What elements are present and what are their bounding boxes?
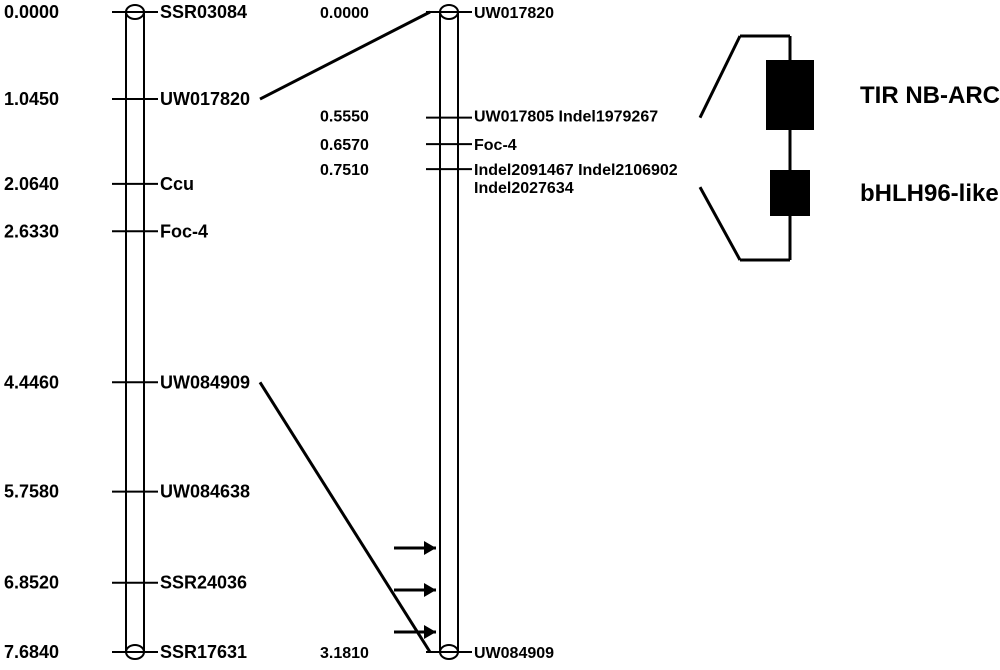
left-pos: 4.4460 <box>4 372 59 392</box>
right-marker: Indel2027634 <box>474 180 574 197</box>
right-marker: Indel2091467 Indel2106902 <box>474 162 678 179</box>
right-pos: 0.6570 <box>320 137 369 154</box>
panel-connector <box>700 187 740 260</box>
left-marker: UW084638 <box>160 482 250 502</box>
left-marker: Ccu <box>160 174 194 194</box>
left-marker: Foc-4 <box>160 221 208 241</box>
left-pos: 2.6330 <box>4 221 59 241</box>
left-marker: UW084909 <box>160 372 250 392</box>
left-pos: 5.7580 <box>4 482 59 502</box>
arrow-head-icon <box>424 625 436 639</box>
right-pos: 3.1810 <box>320 645 369 662</box>
gene-box <box>770 170 810 216</box>
map-connector <box>260 382 430 652</box>
left-pos: 6.8520 <box>4 573 59 593</box>
right-chromosome <box>440 12 458 652</box>
left-marker: UW017820 <box>160 89 250 109</box>
gene-label: bHLH96-like <box>860 180 999 207</box>
left-pos: 7.6840 <box>4 642 59 662</box>
right-marker: UW017820 <box>474 5 554 22</box>
left-marker: SSR17631 <box>160 642 247 662</box>
right-marker: UW017805 Indel1979267 <box>474 109 658 126</box>
map-connector <box>260 12 430 99</box>
gene-box <box>766 60 814 130</box>
left-pos: 1.0450 <box>4 89 59 109</box>
right-marker: UW084909 <box>474 645 554 662</box>
panel-connector <box>700 36 740 118</box>
left-pos: 2.0640 <box>4 174 59 194</box>
arrow-head-icon <box>424 583 436 597</box>
right-pos: 0.0000 <box>320 5 369 22</box>
left-pos: 0.0000 <box>4 2 59 22</box>
left-marker: SSR03084 <box>160 2 247 22</box>
right-marker: Foc-4 <box>474 137 517 154</box>
gene-label: TIR NB-ARC <box>860 82 1000 109</box>
left-chromosome <box>126 12 144 652</box>
right-pos: 0.7510 <box>320 162 369 179</box>
left-marker: SSR24036 <box>160 573 247 593</box>
right-pos: 0.5550 <box>320 109 369 126</box>
arrow-head-icon <box>424 541 436 555</box>
